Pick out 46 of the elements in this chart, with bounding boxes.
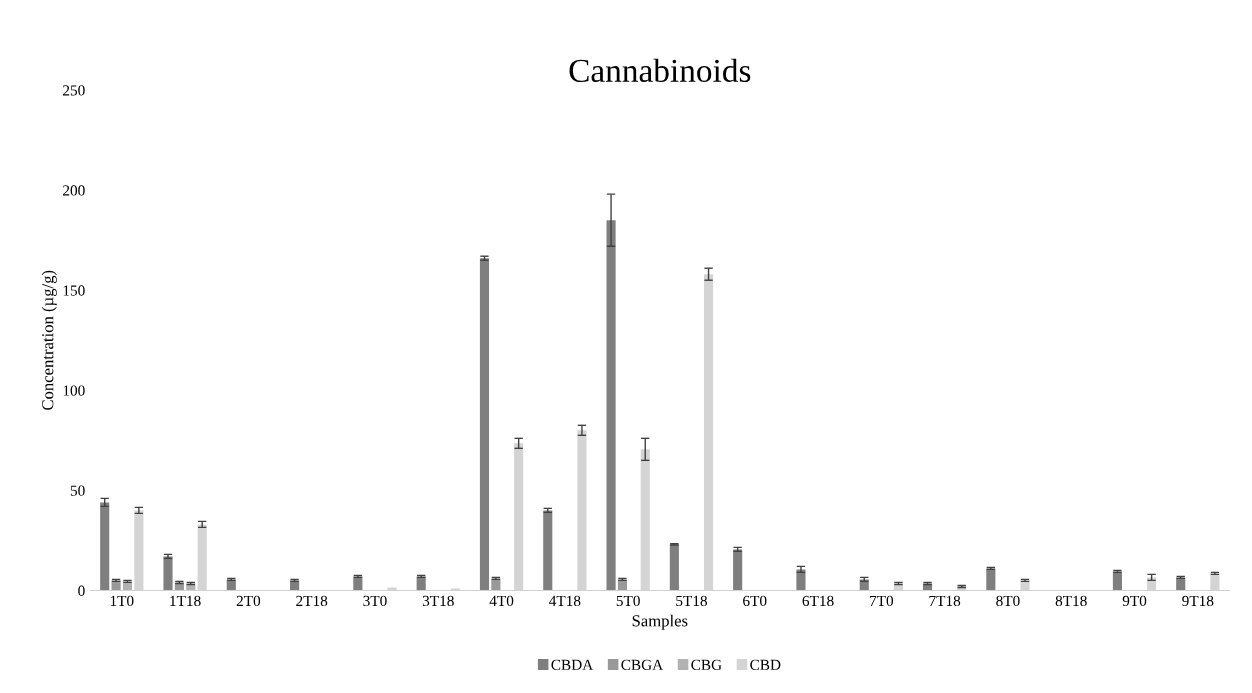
x-tick-label: 1T18 [170,595,201,607]
bar [1112,571,1122,591]
bar [491,578,501,591]
x-tick-label: 5T0 [616,595,640,607]
legend-label: CBGA [621,659,664,670]
y-tick-label: 200 [63,185,85,196]
y-tick-label: 0 [78,585,85,596]
legend-label: CBDA [551,659,594,670]
y-tick-label: 250 [63,85,85,96]
bar [1176,577,1186,591]
bar [100,502,110,591]
x-tick-label: 8T18 [1055,595,1087,607]
bar [606,220,616,591]
y-tick-label: 100 [63,385,85,396]
x-tick-label: 7T0 [870,595,894,607]
x-tick-label: 6T18 [802,595,834,607]
bar [669,544,679,591]
bar [416,576,426,591]
bar [479,258,490,591]
x-tick-label: 3T18 [422,595,454,607]
y-tick-label: 150 [63,285,85,296]
x-tick-label: 4T18 [549,595,581,607]
x-tick-label: 6T0 [743,595,767,607]
y-axis-title: Concentration (µg/g) [41,270,57,410]
x-tick-label: 9T18 [1182,595,1214,607]
bar [733,549,743,591]
x-tick-label: 2T18 [296,595,328,607]
chart-title: Cannabinoids [569,58,751,83]
x-axis-title: Samples [632,614,688,630]
legend-label: CBG [691,659,722,670]
x-tick-label: 7T18 [929,595,961,607]
bar [796,569,806,591]
bar [226,579,236,591]
x-tick-label: 1T0 [110,595,134,607]
y-tick-label: 50 [70,485,85,496]
bar [543,510,553,591]
x-tick-label: 4T0 [489,595,514,607]
x-tick-label: 2T0 [236,595,261,607]
x-tick-label: 3T0 [363,595,387,607]
x-tick-label: 5T18 [676,595,707,607]
x-tick-label: 8T0 [996,595,1020,607]
legend-label: CBD [750,659,781,670]
bar [986,568,996,591]
bar [163,556,173,591]
x-tick-label: 9T0 [1122,595,1147,607]
bar [353,576,363,591]
